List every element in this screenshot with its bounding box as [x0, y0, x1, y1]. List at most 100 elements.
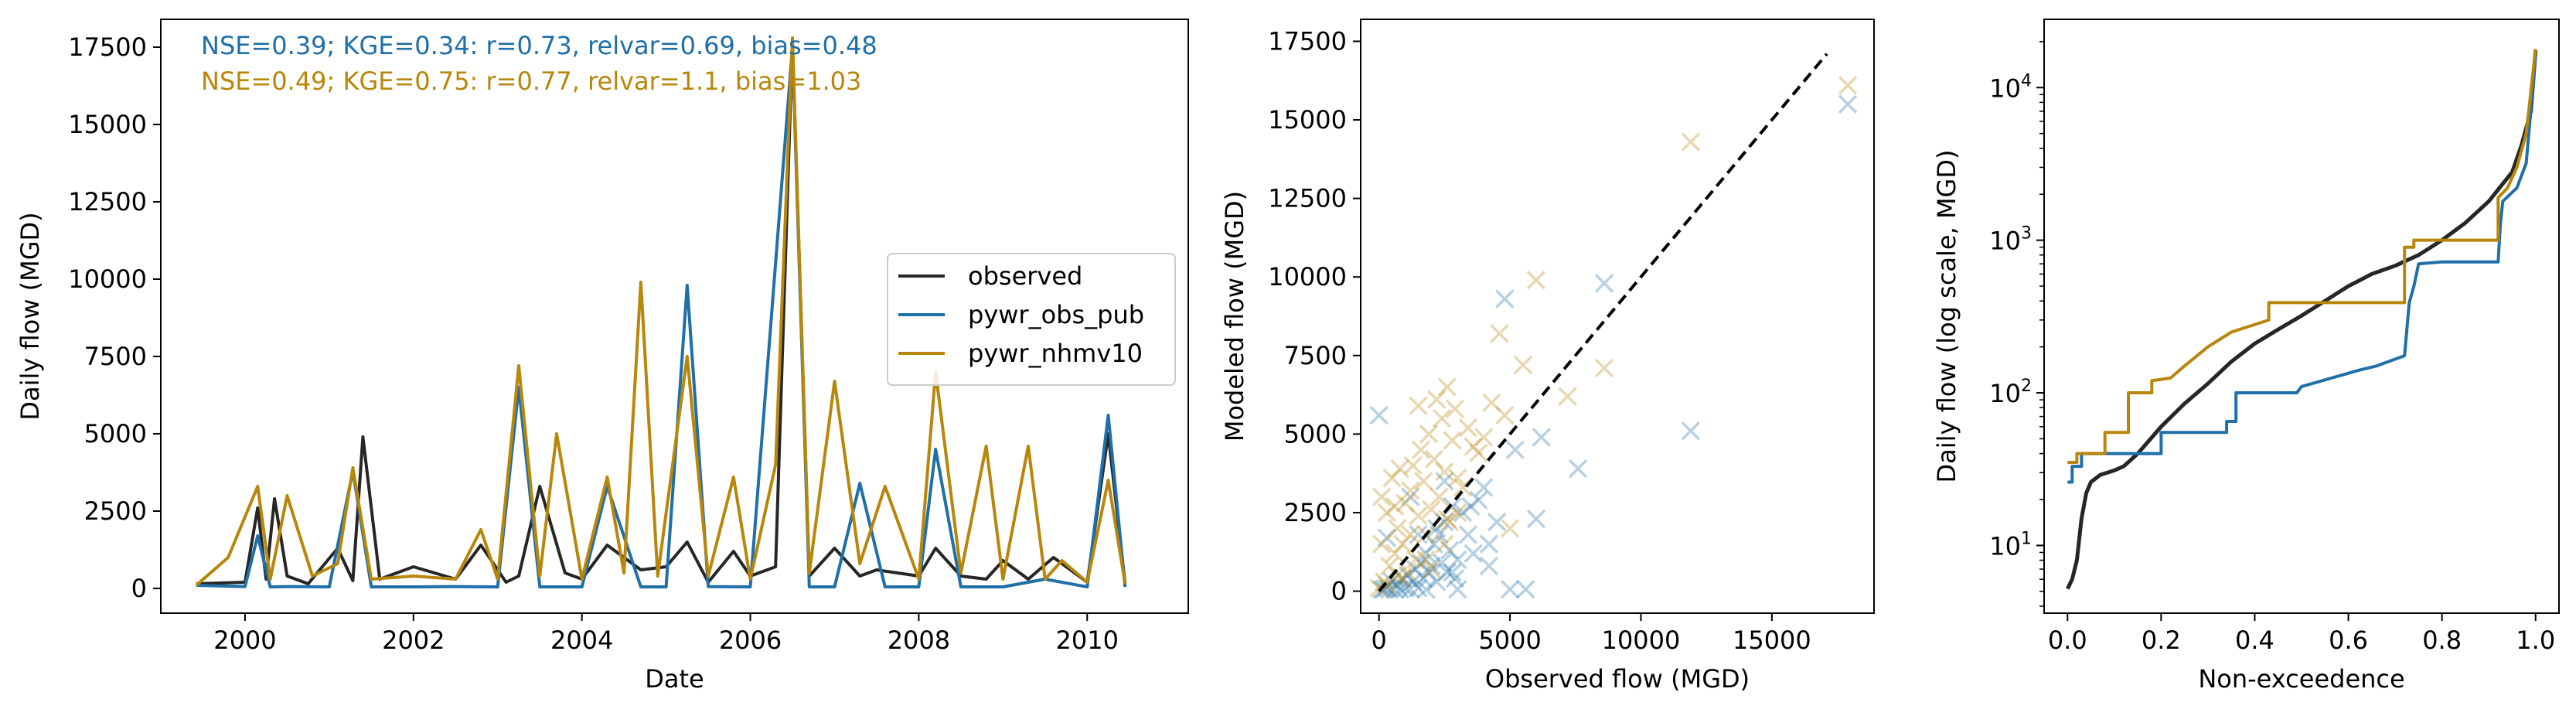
fdc-line-pywr_nhmv10	[2067, 49, 2537, 464]
scatter-point	[1490, 324, 1509, 343]
scatter-point	[1500, 579, 1520, 599]
series-line-observed	[196, 39, 1127, 585]
axes-frame-2	[1360, 19, 1875, 614]
axes-panel-1: 2000 2002 2004 2006 2008 2010 0 2500 5000 7500 100…	[15, 32, 1119, 694]
x-axis-label: Date	[645, 664, 704, 694]
scatter-point	[1435, 512, 1454, 532]
scatter-point	[1382, 469, 1402, 488]
scatter-point	[1392, 569, 1412, 588]
scatter-point	[1448, 503, 1467, 523]
scatter-point	[1448, 469, 1467, 488]
x-tick-label: 2006	[719, 626, 782, 655]
scatter-point	[1427, 390, 1446, 409]
scatter-point	[1377, 503, 1397, 523]
scatter-point	[1419, 562, 1439, 582]
one-to-one-line	[1378, 53, 1828, 592]
scatter-point	[1594, 274, 1614, 293]
scatter-point	[1409, 396, 1428, 416]
scatter-point	[1681, 421, 1701, 441]
scatter-point	[1369, 405, 1389, 425]
scatter-point	[1406, 550, 1426, 570]
scatter-point	[1437, 509, 1457, 529]
scatter-point	[1371, 487, 1392, 506]
y-axis-label: Modeled flow (MGD)	[1220, 191, 1249, 442]
scatter-point	[1437, 562, 1457, 582]
scatter-point	[1377, 578, 1397, 598]
y-tick-label: 2500	[1284, 498, 1347, 527]
scatter-point	[1371, 534, 1392, 554]
scatter-point	[1487, 512, 1507, 532]
axes-panel-2: 0 5000 10000 15000 0 2500 5000 7500 10000 12500 15…	[1220, 26, 1811, 694]
scatter-point	[1568, 459, 1588, 479]
scatter-point	[1403, 572, 1423, 592]
scatter-point	[1427, 519, 1446, 538]
scatter-point	[1401, 579, 1420, 599]
scatter-point	[1429, 525, 1449, 544]
series-line-pywr_nhmv10	[195, 36, 1127, 587]
y-tick-label: 102	[1989, 377, 2032, 408]
y-tick-label: 103	[1989, 224, 2032, 256]
y-tick-label: 12500	[68, 187, 147, 217]
scatter-point	[1401, 487, 1420, 506]
scatter-point	[1479, 534, 1499, 554]
x-tick-label: 15000	[1733, 626, 1811, 655]
scatter-point	[1461, 496, 1481, 517]
y-tick-label: 5000	[84, 419, 147, 448]
scatter-point	[1390, 579, 1410, 599]
scatter-point	[1838, 94, 1858, 114]
scatter-point	[1409, 578, 1428, 598]
x-tick-label: 0	[1371, 626, 1387, 655]
scatter-point	[1443, 431, 1462, 450]
scatter-point	[1681, 132, 1701, 152]
scatter-point	[1390, 459, 1410, 479]
scatter-point	[1403, 455, 1423, 476]
axes-frame-3	[2043, 19, 2560, 614]
scatter-point	[1505, 440, 1525, 459]
scatter-point	[1424, 534, 1444, 554]
scatter-point	[1422, 556, 1441, 576]
scatter-point	[1463, 544, 1483, 564]
scatter-point	[1416, 544, 1436, 564]
legend-label-pywr_obs_pub: pywr_obs_pub	[968, 300, 1144, 329]
scatter-point	[1398, 566, 1418, 585]
series-line-pywr_obs_pub	[196, 46, 1127, 588]
scatter-series-pywr_nhmv10	[1369, 76, 1858, 598]
y-tick-label: 104	[1989, 71, 2032, 103]
scatter-point	[1500, 519, 1520, 538]
scatter-point	[1432, 408, 1452, 428]
x-tick-label: 0.0	[2048, 626, 2087, 655]
scatter-point	[1482, 393, 1501, 412]
y-tick-label: 15000	[68, 110, 147, 139]
scatter-point	[1516, 579, 1535, 599]
y-tick-label: 101	[1989, 529, 2032, 561]
scatter-point	[1445, 569, 1465, 588]
x-tick-label: 10000	[1602, 626, 1681, 655]
scatter-point	[1385, 496, 1405, 517]
scatter-point	[1398, 562, 1418, 582]
y-tick-label: 10000	[1268, 262, 1347, 292]
scatter-point	[1435, 472, 1454, 491]
y-axis-label: Daily flow (MGD)	[15, 212, 45, 420]
x-tick-label: 0.8	[2422, 626, 2462, 655]
scatter-point	[1419, 424, 1439, 444]
y-axis-label: Daily flow (log scale, MGD)	[1932, 150, 1961, 483]
scatter-point	[1392, 569, 1412, 588]
scatter-point	[1463, 437, 1483, 456]
y-tick-label: 17500	[68, 32, 147, 62]
x-tick-label: 1.0	[2516, 626, 2555, 655]
scatter-point	[1469, 490, 1488, 510]
scatter-point	[1401, 525, 1420, 544]
x-tick-label: 2008	[888, 626, 950, 655]
x-tick-label: 2000	[213, 626, 276, 655]
fdc-line-pywr_obs_pub	[2067, 56, 2537, 484]
scatter-point	[1414, 569, 1433, 588]
scatter-point	[1385, 580, 1405, 599]
scatter-point	[1838, 76, 1858, 95]
x-tick-label: 0.6	[2329, 626, 2368, 655]
y-tick-label: 5000	[1284, 419, 1347, 448]
scatter-point	[1440, 512, 1460, 532]
scatter-point	[1409, 506, 1428, 526]
scatter-point	[1427, 572, 1446, 592]
scatter-point	[1388, 575, 1407, 595]
